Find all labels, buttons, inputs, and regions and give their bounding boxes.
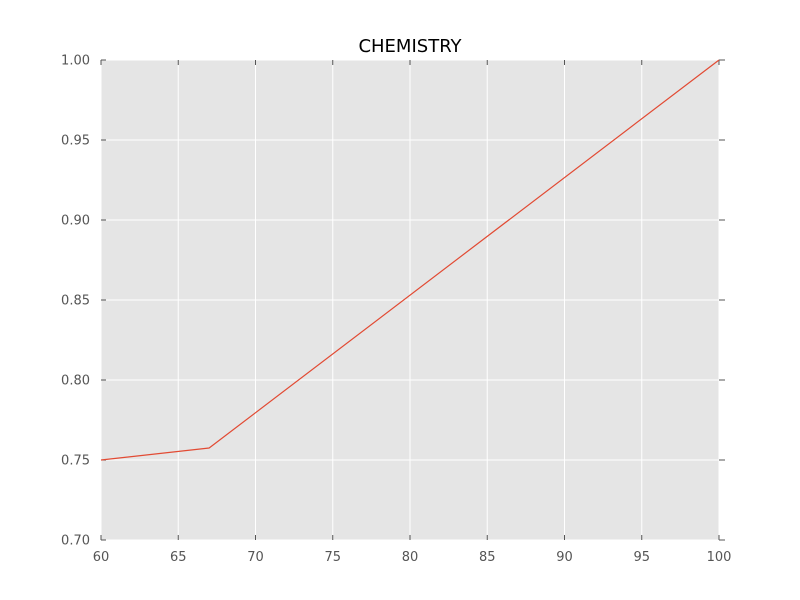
y-tick-label: 0.75 (61, 454, 90, 469)
axis-ticks (100, 59, 725, 541)
x-tick-label: 85 (479, 550, 496, 565)
series-line (100, 59, 720, 461)
x-tick-label: 100 (707, 550, 732, 565)
y-tick-label: 0.80 (61, 374, 90, 389)
x-tick-label: 80 (402, 550, 419, 565)
y-tick-label: 0.95 (61, 134, 90, 149)
chart-title: CHEMISTRY (358, 36, 462, 57)
y-tick-label: 0.85 (61, 294, 90, 309)
x-tick-label: 75 (324, 550, 341, 565)
y-tick-label: 0.70 (61, 534, 90, 549)
y-tick-label: 1.00 (61, 54, 90, 69)
x-tick-label: 60 (93, 550, 110, 565)
x-tick-label: 90 (556, 550, 573, 565)
x-tick-label: 70 (247, 550, 264, 565)
x-tick-label: 65 (170, 550, 187, 565)
tick-labels: 60 65 70 75 80 85 90 95 100 0.70 0.75 0.80 0.85 0.90 0… (61, 54, 731, 566)
y-tick-label: 0.90 (61, 214, 90, 229)
series-layer (100, 59, 720, 461)
x-tick-label: 95 (633, 550, 650, 565)
